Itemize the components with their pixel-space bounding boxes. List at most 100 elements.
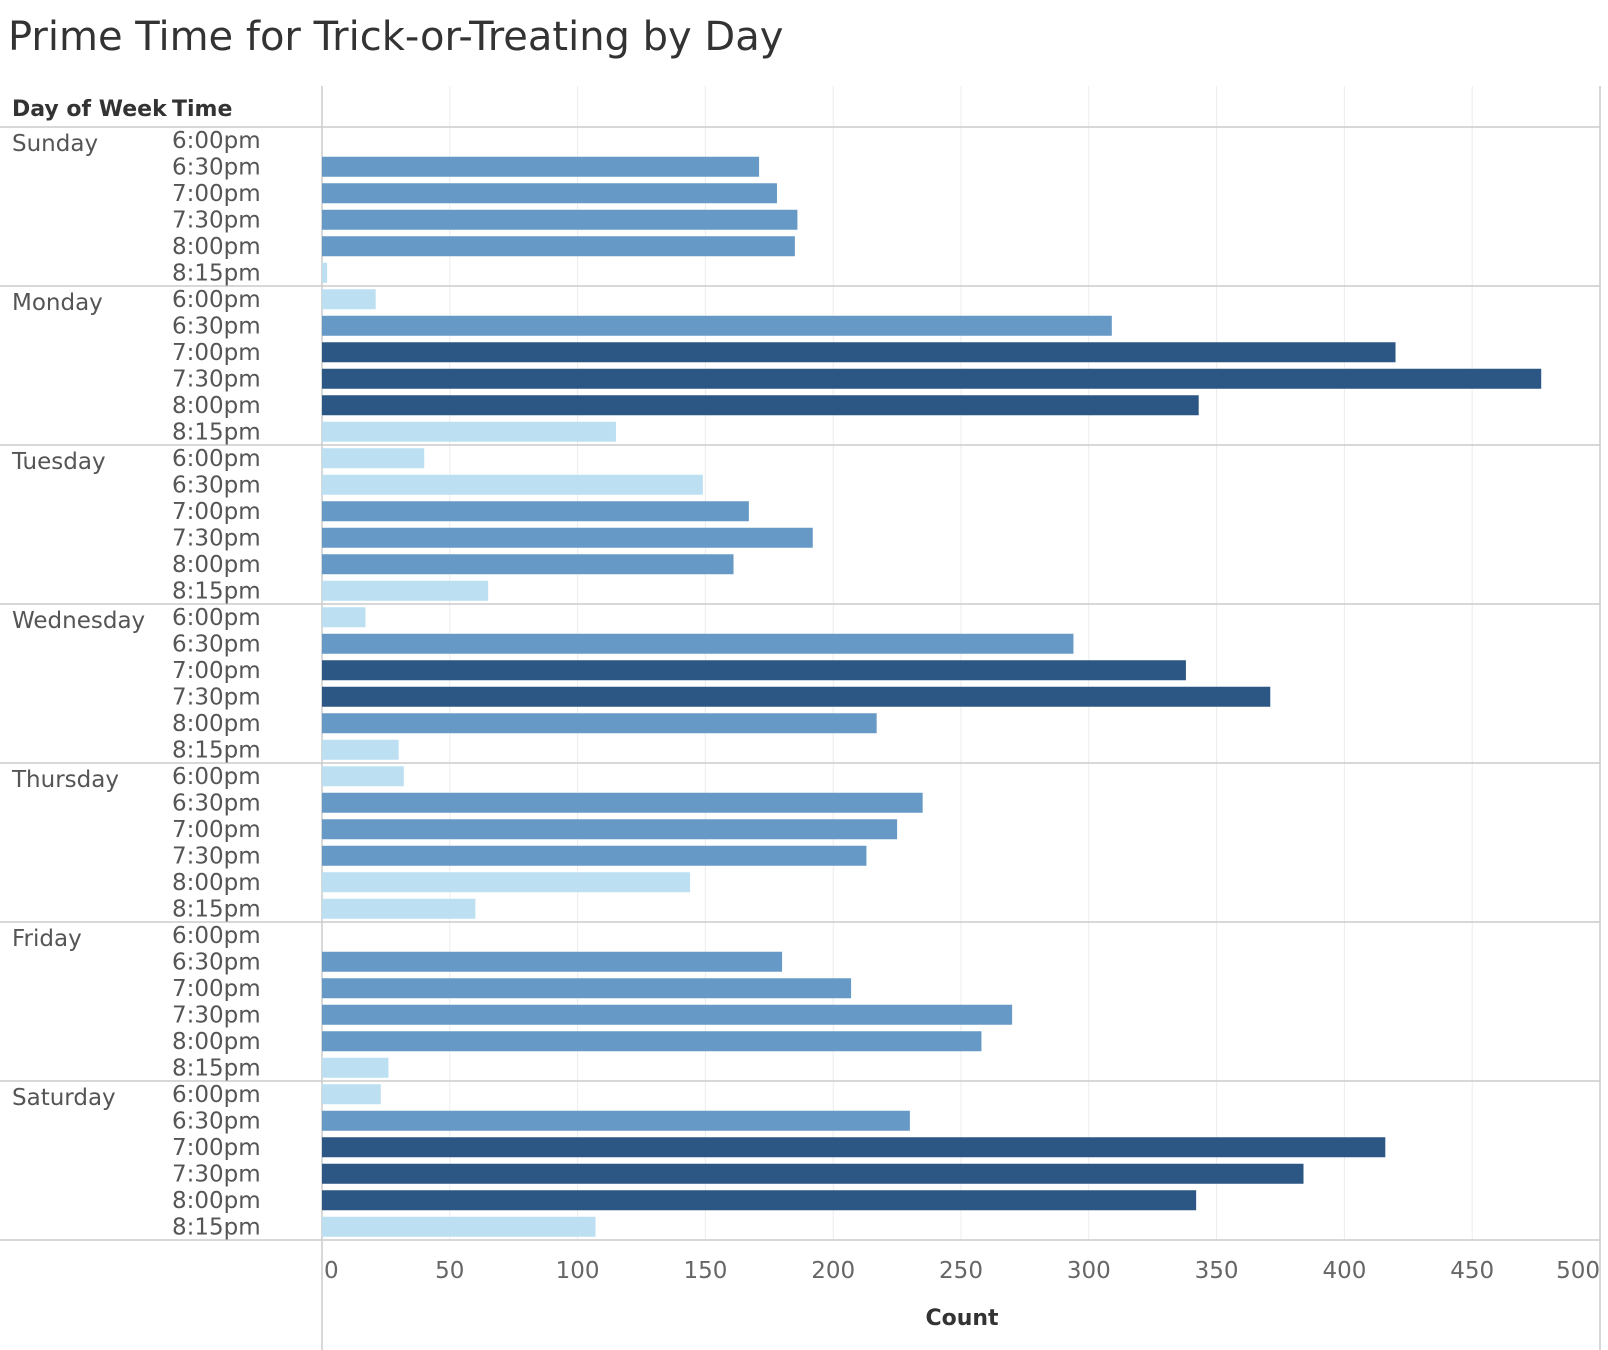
time-label: 6:30pm (172, 314, 261, 340)
x-tick-label: 300 (1067, 1258, 1111, 1284)
bar (322, 819, 898, 840)
x-tick-label: 400 (1322, 1258, 1366, 1284)
day-label: Friday (12, 926, 82, 952)
bar (322, 501, 749, 522)
bar (322, 554, 734, 575)
bar (322, 474, 703, 495)
bar (322, 342, 1396, 363)
x-tick-label: 100 (556, 1258, 600, 1284)
bar (322, 209, 798, 230)
bar (322, 580, 489, 601)
x-tick-label: 150 (683, 1258, 727, 1284)
bar (322, 792, 923, 813)
day-label: Tuesday (11, 449, 106, 475)
time-label: 7:00pm (172, 340, 261, 366)
chart-title: Prime Time for Trick-or-Treating by Day (8, 14, 784, 60)
bar (322, 1057, 389, 1078)
time-label: 7:00pm (172, 976, 261, 1002)
time-label: 6:30pm (172, 950, 261, 976)
bar (322, 527, 813, 548)
row-header-day: Day of Week (12, 97, 168, 122)
time-label: 8:15pm (172, 579, 261, 605)
bar (322, 978, 852, 999)
bar (322, 368, 1542, 389)
time-label: 7:00pm (172, 499, 261, 525)
time-label: 8:00pm (172, 711, 261, 737)
bar (322, 289, 376, 310)
bar (322, 421, 616, 442)
time-label: 8:00pm (172, 1029, 261, 1055)
bar (322, 633, 1074, 654)
bar (322, 607, 366, 628)
time-label: 7:00pm (172, 658, 261, 684)
time-label: 8:00pm (172, 552, 261, 578)
time-label: 8:15pm (172, 1056, 261, 1082)
time-label: 7:00pm (172, 181, 261, 207)
time-label: 8:15pm (172, 897, 261, 923)
time-label: 8:00pm (172, 870, 261, 896)
time-label: 6:00pm (172, 446, 261, 472)
time-label: 6:00pm (172, 128, 261, 154)
x-tick-label: 250 (939, 1258, 983, 1284)
day-label: Sunday (12, 131, 98, 157)
time-label: 7:30pm (172, 1162, 261, 1188)
bar (322, 1110, 910, 1131)
time-label: 7:30pm (172, 844, 261, 870)
time-label: 7:30pm (172, 367, 261, 393)
x-axis-ticks: 0 50 100 150 200 250 300 350 400 450 500 (324, 1258, 1600, 1284)
bar (322, 845, 867, 866)
bar (322, 872, 691, 893)
bar (322, 1163, 1304, 1184)
time-label: 8:15pm (172, 420, 261, 446)
x-tick-label: 50 (435, 1258, 464, 1284)
x-tick-label: 500 (1556, 1258, 1600, 1284)
day-label: Monday (12, 290, 103, 316)
time-label: 7:30pm (172, 526, 261, 552)
bar (322, 739, 399, 760)
bars (322, 156, 1542, 1237)
row-header-time: Time (172, 97, 232, 122)
bar (322, 1216, 596, 1237)
x-axis-title: Count (925, 1306, 999, 1331)
time-label: 6:00pm (172, 923, 261, 949)
bar (322, 315, 1112, 336)
time-label: 6:30pm (172, 473, 261, 499)
bar (322, 660, 1186, 681)
time-label: 6:00pm (172, 1082, 261, 1108)
x-tick-label: 450 (1450, 1258, 1494, 1284)
x-tick-label: 0 (324, 1258, 339, 1284)
day-label: Saturday (12, 1085, 116, 1111)
x-tick-label: 200 (811, 1258, 855, 1284)
bar (322, 262, 328, 283)
time-label: 6:30pm (172, 1109, 261, 1135)
bar (322, 1137, 1386, 1158)
time-label: 7:30pm (172, 208, 261, 234)
bar (322, 766, 404, 787)
day-label: Thursday (11, 767, 119, 793)
time-label: 6:00pm (172, 605, 261, 631)
bar (322, 395, 1199, 416)
bar (322, 1084, 381, 1105)
bar (322, 236, 795, 257)
time-label: 7:30pm (172, 1003, 261, 1029)
time-label: 8:15pm (172, 261, 261, 287)
time-label: 8:00pm (172, 234, 261, 260)
time-label: 8:00pm (172, 1188, 261, 1214)
bar (322, 448, 425, 469)
x-tick-label: 350 (1195, 1258, 1239, 1284)
bar (322, 951, 783, 972)
bar (322, 1031, 982, 1052)
bar (322, 1004, 1013, 1025)
time-label: 7:00pm (172, 1135, 261, 1161)
time-label: 6:30pm (172, 791, 261, 817)
time-label: 8:15pm (172, 1215, 261, 1241)
time-label: 8:00pm (172, 393, 261, 419)
time-label: 8:15pm (172, 738, 261, 764)
time-label: 6:00pm (172, 764, 261, 790)
time-label: 7:00pm (172, 817, 261, 843)
bar (322, 183, 777, 204)
time-label: 6:30pm (172, 632, 261, 658)
row-labels: Sunday 6:00pm6:30pm7:00pm7:30pm8:00pm8:15… (11, 128, 261, 1241)
time-label: 6:30pm (172, 155, 261, 181)
